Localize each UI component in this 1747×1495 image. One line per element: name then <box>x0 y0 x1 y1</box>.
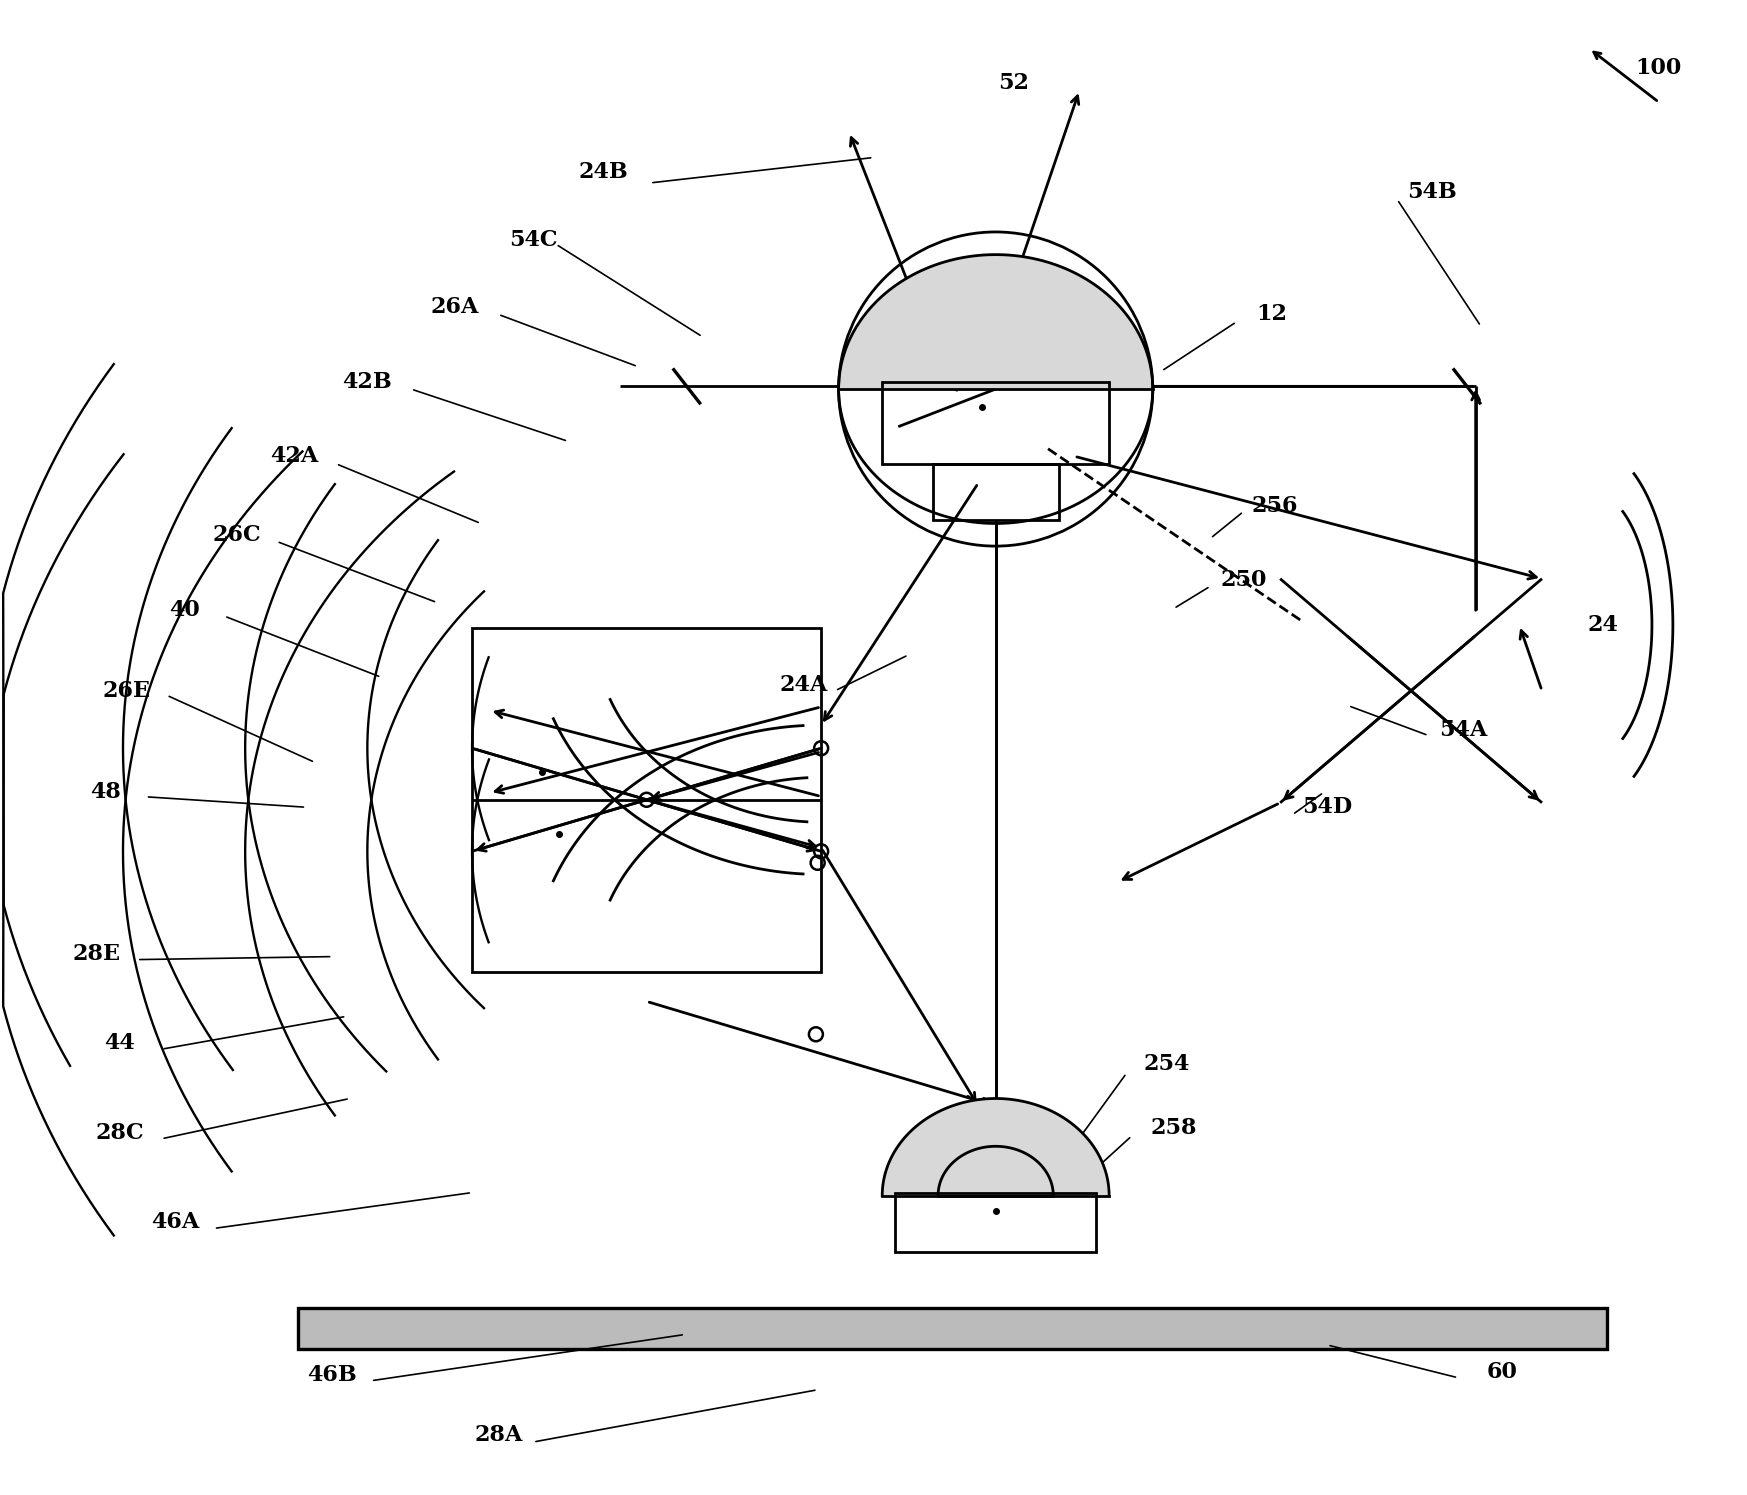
Text: 26A: 26A <box>430 296 479 318</box>
Text: 258: 258 <box>1151 1117 1197 1139</box>
Polygon shape <box>839 254 1153 389</box>
Text: 42A: 42A <box>269 446 318 468</box>
Text: 28A: 28A <box>473 1423 522 1446</box>
Text: 40: 40 <box>169 599 199 620</box>
Text: 24A: 24A <box>779 674 828 695</box>
Text: 256: 256 <box>1251 495 1298 517</box>
Text: 54A: 54A <box>1440 719 1487 740</box>
Text: 54B: 54B <box>1406 181 1457 203</box>
Text: 54D: 54D <box>1302 797 1352 818</box>
Text: 46B: 46B <box>307 1363 358 1386</box>
Text: 26C: 26C <box>211 525 260 546</box>
Bar <box>894 1193 1095 1253</box>
Text: 254: 254 <box>1144 1052 1190 1075</box>
Text: 28E: 28E <box>73 943 121 964</box>
Bar <box>297 1308 1607 1350</box>
Bar <box>472 628 821 972</box>
Text: 100: 100 <box>1635 57 1682 79</box>
Text: 24B: 24B <box>578 161 627 184</box>
Text: 46A: 46A <box>152 1211 199 1233</box>
Text: 26E: 26E <box>103 680 150 701</box>
Text: 54C: 54C <box>508 229 557 251</box>
Text: 12: 12 <box>1256 303 1288 326</box>
Text: 24: 24 <box>1588 614 1618 635</box>
Text: 28C: 28C <box>94 1121 143 1144</box>
Text: 52: 52 <box>998 72 1029 94</box>
Text: 48: 48 <box>91 782 121 803</box>
Text: 60: 60 <box>1487 1360 1518 1383</box>
Text: 42B: 42B <box>342 371 393 393</box>
Polygon shape <box>882 1099 1109 1196</box>
Bar <box>882 381 1109 463</box>
Text: 44: 44 <box>105 1032 135 1054</box>
Bar <box>933 463 1059 520</box>
Text: 250: 250 <box>1221 570 1267 591</box>
